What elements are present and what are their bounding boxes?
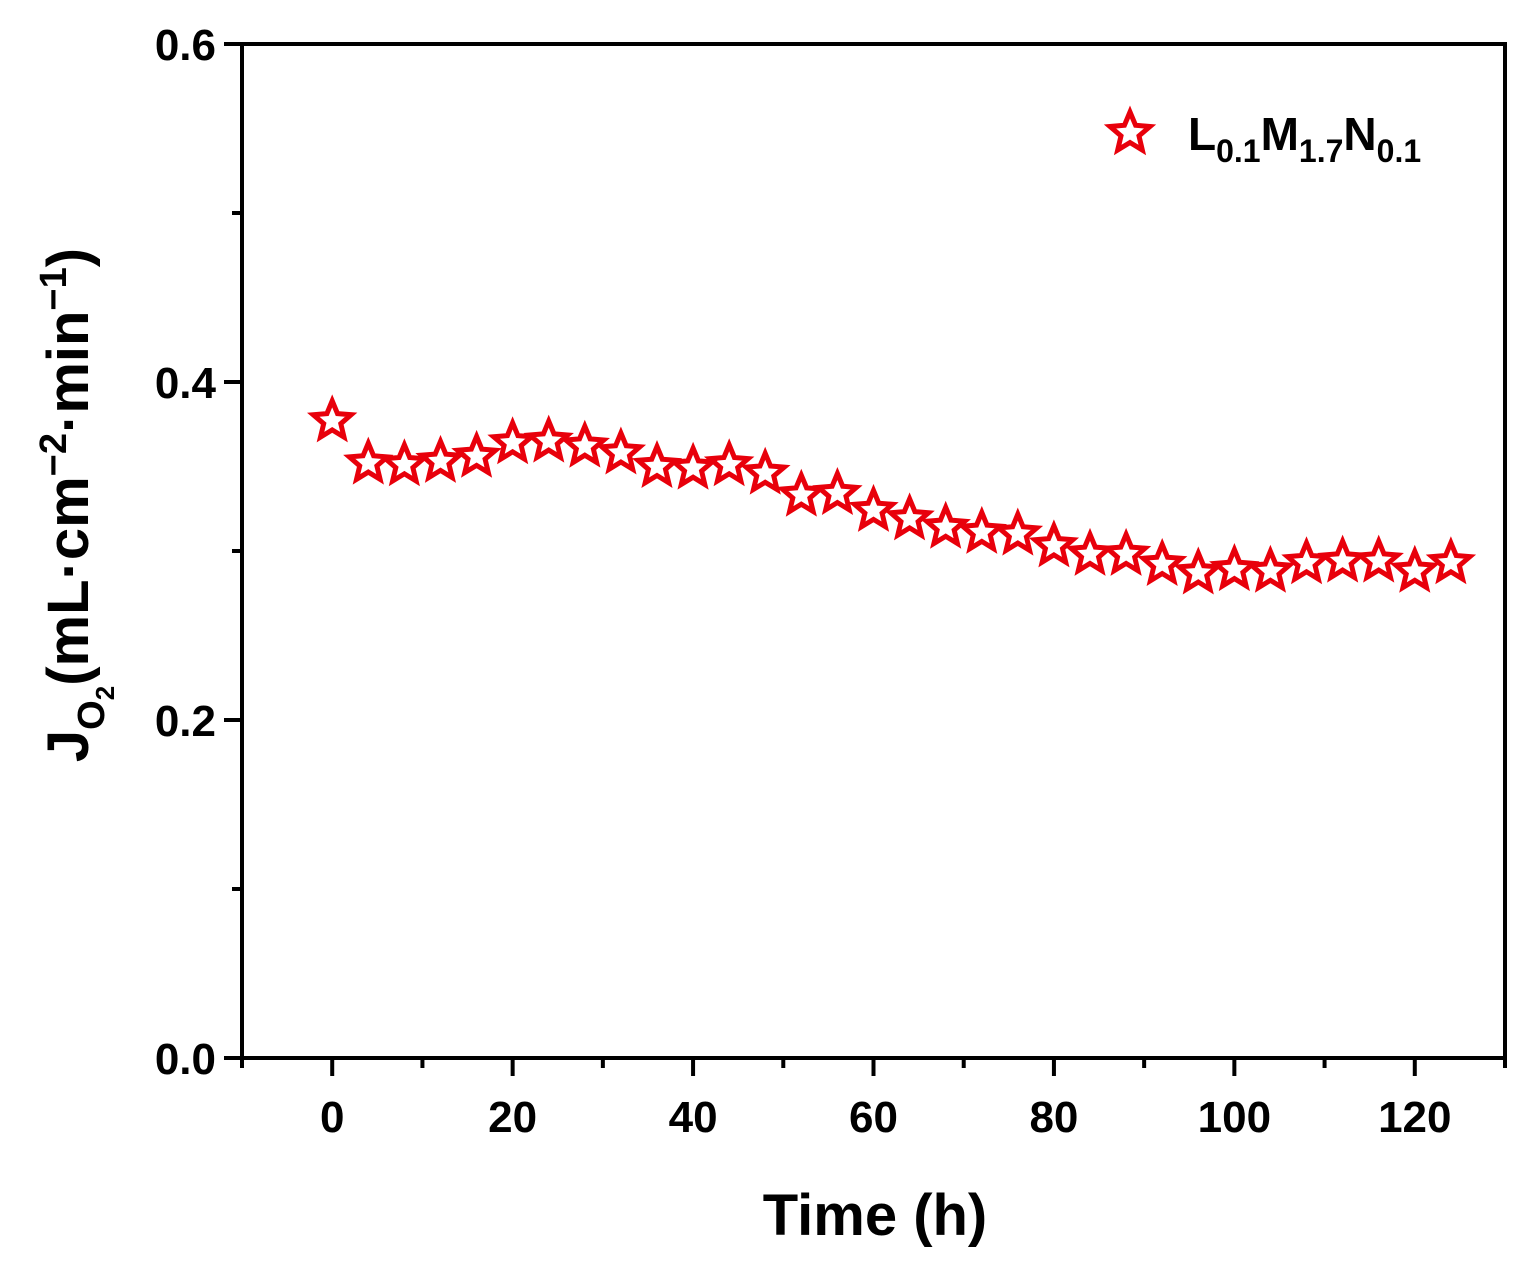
x-axis-title: Time (h) xyxy=(763,1183,988,1248)
y-title-sub: O xyxy=(71,700,113,730)
data-point-star xyxy=(631,440,683,488)
y-title-subsub: 2 xyxy=(90,686,120,700)
data-point-star xyxy=(956,505,1007,554)
y-title-close: ) xyxy=(36,248,101,267)
y-title-base: J xyxy=(36,730,101,762)
data-point-star xyxy=(1173,546,1224,595)
data-point-star xyxy=(703,438,755,487)
data-point-star xyxy=(776,468,827,517)
x-tick-label: 20 xyxy=(488,1093,537,1142)
data-point-star xyxy=(1389,544,1440,593)
data-point-star xyxy=(559,419,610,468)
data-point-star xyxy=(595,426,647,475)
data-point-star xyxy=(523,414,574,463)
legend: L0.1M1.7N0.1 xyxy=(1103,105,1421,169)
x-axis-ticks: 0 20 40 60 80 100 120 xyxy=(240,1058,1507,1142)
y-axis-ticks: 0.0 0.2 0.4 0.6 xyxy=(155,21,242,1084)
data-point-star xyxy=(884,492,935,541)
data-point-star xyxy=(992,507,1044,556)
x-tick-label: 0 xyxy=(320,1093,344,1142)
data-point-star xyxy=(343,436,394,485)
data-point-star xyxy=(1245,544,1296,593)
plot-frame xyxy=(240,42,1507,1060)
data-point-star xyxy=(1209,543,1260,592)
data-point-star xyxy=(1064,527,1116,576)
svg-text:JO2(mL·cm−2·min−1): JO2(mL·cm−2·min−1) xyxy=(33,248,120,762)
data-point-star xyxy=(920,500,971,549)
legend-marker xyxy=(1103,105,1157,156)
data-point-star xyxy=(1100,527,1152,576)
data-point-star xyxy=(1137,538,1188,586)
y-title-exp1: −2 xyxy=(33,433,75,476)
data-point-star xyxy=(848,483,899,532)
y-title-mid: ·min xyxy=(36,311,101,433)
x-tick-label: 100 xyxy=(1198,1093,1271,1142)
data-point-star xyxy=(451,429,502,478)
data-point-star xyxy=(1281,536,1332,585)
data-point-star xyxy=(307,394,358,443)
y-title-open: (mL·cm xyxy=(36,476,101,685)
data-point-star xyxy=(1028,519,1080,568)
data-point-star xyxy=(379,438,430,487)
y-tick-label: 0.4 xyxy=(155,359,217,408)
data-point-star xyxy=(487,416,538,465)
y-axis-title: JO2(mL·cm−2·min−1) xyxy=(33,248,120,762)
legend-label: L0.1M1.7N0.1 xyxy=(1188,108,1421,169)
data-point-star xyxy=(667,441,719,490)
x-tick-label: 120 xyxy=(1378,1093,1451,1142)
data-point-star xyxy=(1353,534,1404,583)
y-tick-label: 0.6 xyxy=(155,21,216,70)
x-tick-label: 40 xyxy=(669,1093,718,1142)
data-point-star xyxy=(1317,534,1368,583)
x-tick-label: 80 xyxy=(1029,1093,1078,1142)
data-series xyxy=(307,394,1477,595)
y-title-exp2: −1 xyxy=(33,267,75,310)
x-tick-label: 60 xyxy=(849,1093,898,1142)
y-tick-label: 0.0 xyxy=(155,1035,216,1084)
data-point-star xyxy=(812,466,863,515)
data-point-star xyxy=(1425,536,1477,585)
data-point-star xyxy=(739,446,791,495)
data-point-star xyxy=(415,434,466,483)
y-tick-label: 0.2 xyxy=(155,697,216,746)
